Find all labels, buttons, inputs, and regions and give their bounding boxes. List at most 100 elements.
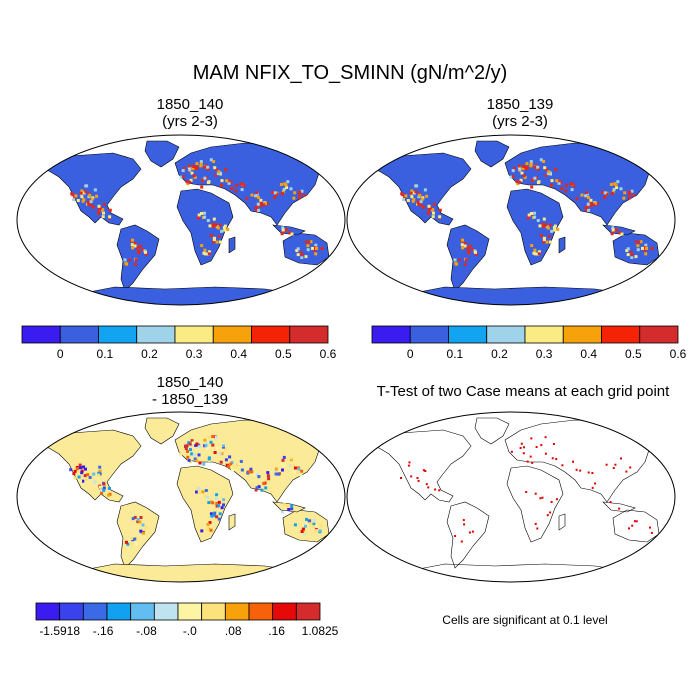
grid-cell — [220, 183, 223, 187]
grid-cell — [419, 200, 423, 204]
grid-cell — [549, 511, 552, 514]
colorbar-case1: 0 0.1 0.2 0.3 0.4 0.5 0.6 — [21, 325, 337, 361]
continent-africa — [506, 465, 564, 543]
grid-cell — [550, 501, 553, 503]
panel-title-line2: - 1850_139 — [152, 391, 228, 408]
grid-cell — [285, 186, 289, 189]
grid-cell — [510, 450, 513, 453]
grid-cell — [134, 258, 138, 262]
colorbar-tick-label: -.16 — [93, 624, 114, 638]
grid-cell — [425, 483, 428, 486]
grid-cell — [202, 251, 206, 255]
colorbar-tick-label: 0.4 — [230, 347, 247, 361]
grid-cell — [313, 246, 317, 250]
grid-cell — [264, 486, 268, 490]
grid-cell — [207, 180, 211, 184]
panel-title-ttest: T-Test of two Case means at each grid po… — [350, 383, 696, 400]
grid-cell — [626, 247, 630, 251]
grid-cell — [197, 453, 201, 457]
grid-cell — [184, 444, 188, 448]
colorbar-swatch — [448, 325, 488, 344]
grid-cell — [622, 196, 626, 200]
grid-cell — [127, 258, 131, 262]
grid-cell — [536, 167, 540, 171]
grid-cell — [295, 471, 299, 475]
grid-cell — [136, 518, 140, 522]
grid-cell — [516, 182, 520, 186]
grid-cell — [290, 232, 294, 236]
grid-cell — [207, 252, 211, 256]
grid-cell — [281, 228, 285, 232]
grid-cell — [410, 189, 414, 193]
grid-cell — [570, 188, 574, 192]
grid-cell — [417, 203, 421, 207]
grid-cell — [402, 198, 406, 202]
grid-cell — [550, 183, 553, 187]
grid-cell — [632, 193, 636, 197]
grid-cell — [220, 179, 224, 183]
grid-cell — [250, 470, 254, 474]
grid-cell — [525, 491, 528, 493]
grid-cell — [92, 205, 95, 209]
continent-north-america — [366, 152, 472, 226]
grid-cell — [190, 171, 194, 175]
colorbar-tick-label: -.08 — [136, 624, 157, 638]
grid-cell — [138, 244, 142, 248]
map-panel-ttest — [346, 411, 676, 583]
grid-cell — [537, 180, 541, 184]
continent-north-america — [36, 429, 142, 503]
grid-cell — [131, 246, 135, 250]
grid-cell — [107, 487, 111, 490]
grid-cell — [298, 193, 302, 197]
grid-cell — [519, 447, 522, 449]
grid-cell — [537, 252, 541, 256]
grid-cell — [124, 261, 128, 265]
grid-cell — [463, 242, 467, 245]
grid-cell — [257, 485, 261, 489]
grid-cell — [412, 198, 416, 201]
grid-cell — [102, 488, 106, 492]
colorbar-tick-label: 0.5 — [275, 347, 292, 361]
grid-cell — [535, 446, 538, 448]
grid-cell — [98, 465, 102, 469]
grid-cell — [232, 465, 236, 469]
grid-cell — [468, 244, 472, 248]
map-panel-difference — [16, 411, 346, 583]
colorbar-swatch — [524, 325, 564, 344]
grid-cell — [634, 240, 638, 244]
grid-cell — [318, 529, 322, 533]
grid-cell — [260, 488, 264, 492]
grid-cell — [609, 501, 612, 504]
grid-cell — [314, 529, 317, 533]
grid-cell — [538, 224, 542, 228]
grid-cell — [633, 520, 636, 523]
grid-cell — [463, 244, 467, 248]
colorbar-swatch — [59, 325, 99, 344]
grid-cell — [234, 189, 238, 193]
map-panel-case2 — [346, 134, 676, 306]
grid-cell — [239, 182, 243, 186]
grid-cell — [591, 201, 595, 205]
grid-cell — [616, 180, 620, 184]
grid-cell — [300, 253, 304, 257]
colorbar-tick-label: -1.5918 — [39, 624, 80, 638]
grid-cell — [235, 184, 238, 188]
grid-cell — [618, 231, 622, 235]
grid-cell — [641, 246, 644, 250]
main-title: MAM NFIX_TO_SMINN (gN/m^2/y) — [192, 62, 508, 84]
grid-cell — [222, 444, 225, 448]
grid-cell — [594, 482, 597, 485]
grid-cell — [200, 529, 204, 533]
grid-cell — [650, 531, 653, 534]
grid-cell — [312, 518, 316, 522]
grid-cell — [206, 523, 210, 526]
grid-cell — [628, 196, 631, 200]
grid-cell — [575, 468, 578, 471]
colorbar-tick-label: 0.3 — [186, 347, 203, 361]
grid-cell — [427, 209, 431, 212]
grid-cell — [187, 441, 191, 445]
grid-cell — [521, 167, 525, 170]
grid-cell — [124, 540, 128, 544]
grid-cell — [202, 462, 206, 466]
grid-cell — [265, 202, 269, 206]
